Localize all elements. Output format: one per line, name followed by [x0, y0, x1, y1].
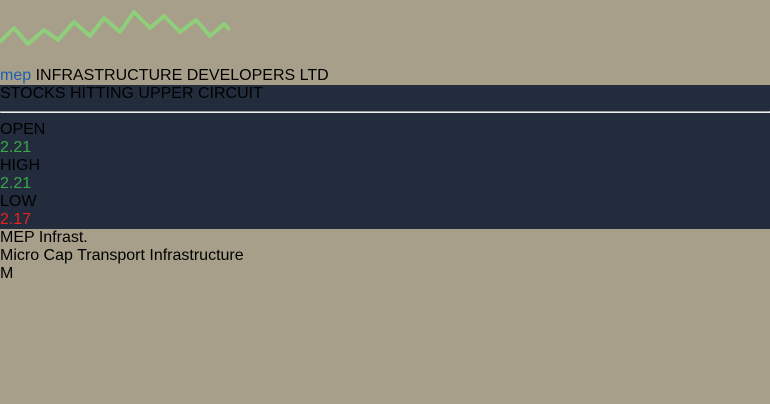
market-cap-tag: Micro Cap — [0, 247, 73, 264]
sector-tag: Transport Infrastructure — [77, 247, 244, 264]
company-name: MEP Infrast. — [0, 229, 88, 246]
stat-low-value: 2.17 — [0, 211, 32, 228]
chart-price-line — [0, 10, 232, 46]
stat-open-value: 2.21 — [0, 139, 32, 156]
stat-low-label: LOW — [0, 193, 37, 210]
company-logo-card: mep INFRASTRUCTURE DEVELOPERS LTD — [0, 67, 770, 85]
mep-wordmark: mep — [0, 67, 32, 84]
stat-low: LOW 2.17 — [0, 193, 770, 229]
panel-title: STOCKS HITTING UPPER CIRCUIT — [0, 85, 263, 102]
stat-open-label: OPEN — [0, 121, 46, 138]
stat-high: HIGH 2.21 — [0, 157, 770, 193]
brand-watermark: M — [0, 265, 770, 283]
stat-high-label: HIGH — [0, 157, 40, 174]
brand-m-logo: M — [0, 265, 14, 282]
company-tags: Micro Cap Transport Infrastructure — [0, 247, 770, 265]
mep-logo: mep INFRASTRUCTURE DEVELOPERS LTD — [0, 67, 770, 85]
mep-logo-subtext: INFRASTRUCTURE DEVELOPERS LTD — [35, 67, 329, 84]
stat-high-value: 2.21 — [0, 175, 32, 192]
panel-body: OPEN 2.21 HIGH 2.21 LOW 2.17 — [0, 121, 770, 229]
stock-stats-panel: STOCKS HITTING UPPER CIRCUIT OPEN 2.21 H… — [0, 85, 770, 229]
stat-open: OPEN 2.21 — [0, 121, 770, 157]
